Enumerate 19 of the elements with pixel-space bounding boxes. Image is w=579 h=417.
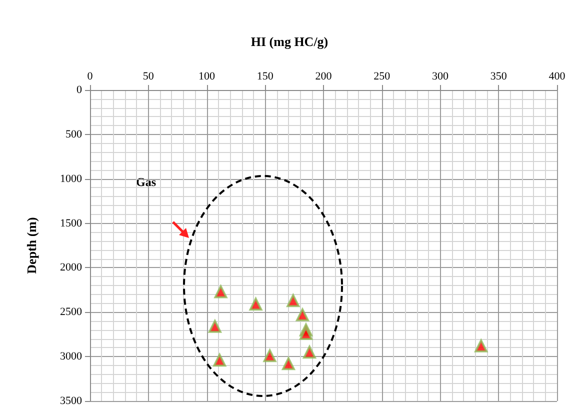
y-tick-label: 3500 [60,395,82,407]
y-tick-label: 2500 [60,306,82,318]
x-tick-label: 400 [548,70,566,82]
x-tick-label: 150 [256,70,274,82]
x-tick-label: 100 [198,70,216,82]
x-tick-label: 0 [87,70,94,82]
y-tick-label: 2000 [60,262,82,274]
x-tick-label: 350 [490,70,508,82]
y-tick-label: 500 [66,128,82,140]
y-tick-label: 1500 [60,217,82,230]
y-tick-label: 1000 [60,172,82,185]
x-axis-title: HI (mg HC/g) [250,34,328,49]
y-tick-label: 0 [76,84,82,96]
y-tick-label: 3000 [60,350,82,363]
x-tick-label: 250 [374,70,391,82]
x-tick-label: 50 [142,70,154,82]
x-tick-label: 200 [315,70,332,82]
x-tick-label: 300 [432,70,449,82]
y-axis-title: Depth (m) [24,217,39,274]
